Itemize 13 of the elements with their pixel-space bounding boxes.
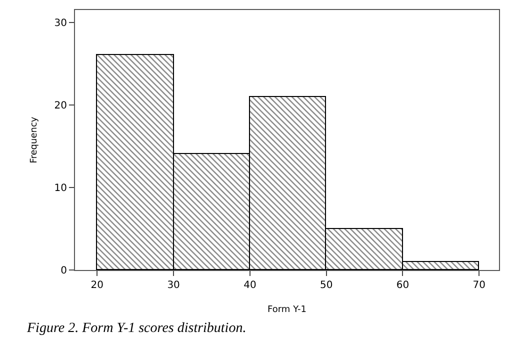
x-tick-label: 50 [320,280,333,291]
x-tick-label: 30 [167,280,180,291]
x-tick-label: 20 [90,280,104,291]
x-tick-label: 60 [396,280,410,291]
y-tick-label: 10 [54,182,67,194]
y-tick-label: 20 [54,100,67,112]
y-tick-label: 30 [54,18,67,29]
caption: Figure 2. Form Y-1 scores distribution. [26,321,246,336]
x-tick-label: 70 [472,280,486,291]
x-axis-title: Form Y-1 [268,304,306,315]
y-tick-label: 0 [60,266,67,276]
y-axis-title: Frequency [30,116,40,164]
x-tick-label: 40 [244,280,256,291]
